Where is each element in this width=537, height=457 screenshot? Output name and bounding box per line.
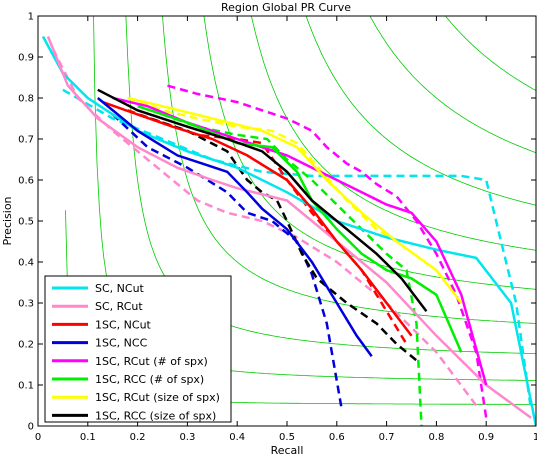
dashed-series-line xyxy=(111,113,344,410)
y-tick-label: 0 xyxy=(28,422,34,433)
iso-f-contour xyxy=(444,16,536,92)
legend-label: 1SC, NCC xyxy=(95,337,148,350)
x-axis-label: Recall xyxy=(271,444,304,457)
legend: SC, NCut SC, RCut 1SC, NCut 1SC, NCC 1SC, RC… xyxy=(44,275,232,423)
legend-label: 1SC, RCC (# of spx) xyxy=(95,373,204,386)
y-tick-label: 0.4 xyxy=(18,258,34,269)
x-tick-label: 0.6 xyxy=(329,432,345,443)
x-tick-label: 0.3 xyxy=(179,432,195,443)
y-tick-label: 1 xyxy=(28,12,34,23)
x-tick-label: 1 xyxy=(533,432,537,443)
y-tick-label: 0.1 xyxy=(18,381,34,392)
iso-f-contour xyxy=(251,16,536,251)
x-tick-label: 0.2 xyxy=(130,432,146,443)
iso-f-contour xyxy=(369,16,536,154)
y-tick-label: 0.8 xyxy=(18,94,34,105)
legend-label: SC, RCut xyxy=(95,300,143,313)
legend-label: 1SC, RCC (size of spx) xyxy=(95,409,216,422)
iso-f-contour xyxy=(305,16,536,206)
y-axis-label: Precision xyxy=(1,196,14,245)
chart-title: Region Global PR Curve xyxy=(221,1,351,14)
dashed-series-line xyxy=(62,88,533,410)
series-line xyxy=(127,96,463,304)
solid-curves xyxy=(41,35,536,426)
y-tick-label: 0.3 xyxy=(18,299,34,310)
legend-label: SC, NCut xyxy=(95,282,145,295)
series-line xyxy=(46,36,532,419)
legend-label: 1SC, RCut (# of spx) xyxy=(95,355,208,368)
x-tick-label: 0.8 xyxy=(428,432,444,443)
x-tick-label: 0.1 xyxy=(80,432,96,443)
series-line xyxy=(102,100,413,337)
y-tick-label: 0.6 xyxy=(18,176,34,187)
legend-label: 1SC, RCut (size of spx) xyxy=(95,391,220,404)
y-tick-label: 0.5 xyxy=(18,217,34,228)
axis-ticks: 0 0.1 0.2 0.3 0.4 0.5 0.6 0.7 0.8 0.9 1 0 0.1 0.2 0.3 0… xyxy=(18,12,537,444)
x-tick-label: 0 xyxy=(35,432,41,443)
dashed-series-line xyxy=(137,113,418,362)
y-tick-label: 0.2 xyxy=(18,340,34,351)
series-line xyxy=(41,35,536,426)
x-tick-label: 0.4 xyxy=(229,432,245,443)
y-tick-label: 0.9 xyxy=(18,53,34,64)
x-tick-label: 0.9 xyxy=(478,432,494,443)
x-tick-label: 0.5 xyxy=(279,432,295,443)
legend-label: 1SC, NCut xyxy=(95,318,152,331)
dashed-series-line xyxy=(162,113,423,426)
y-tick-label: 0.7 xyxy=(18,135,34,146)
dashed-series-line xyxy=(127,96,398,243)
series-line xyxy=(97,97,373,358)
dashed-series-line xyxy=(167,84,488,418)
series-line xyxy=(97,88,428,312)
x-tick-label: 0.7 xyxy=(379,432,395,443)
iso-f-contour xyxy=(162,16,536,324)
